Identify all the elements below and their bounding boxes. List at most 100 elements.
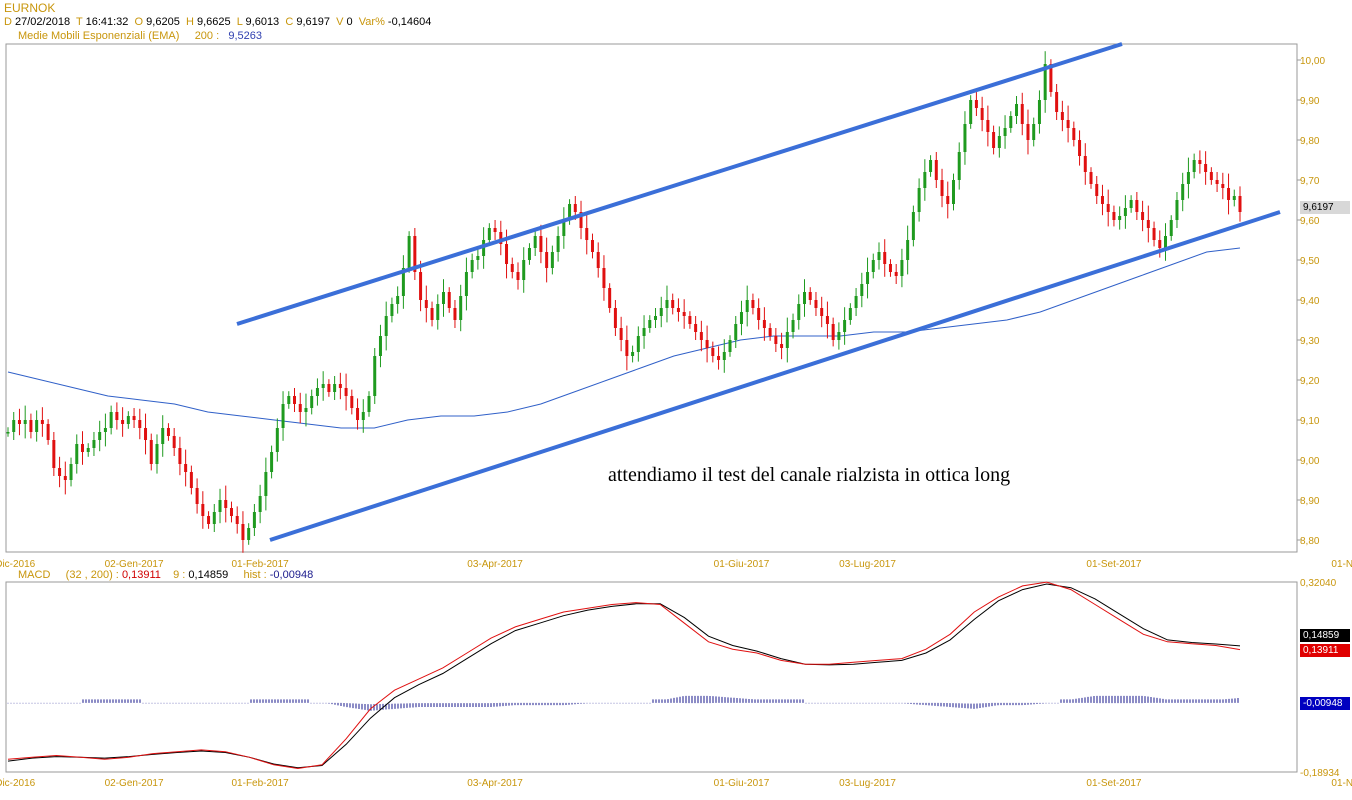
candle-body: [934, 160, 938, 180]
macd-panel: [5, 581, 1298, 773]
candle-body: [825, 316, 829, 324]
candle-body: [768, 328, 772, 336]
candle-body: [487, 228, 491, 240]
channel-lower-line: [269, 210, 1281, 542]
candle-body: [98, 432, 102, 440]
candle-body: [23, 420, 27, 424]
ema-label: Medie Mobili Esponenziali (EMA): [18, 30, 180, 42]
candle-body: [556, 236, 560, 252]
candle-body: [247, 528, 251, 540]
candle-body: [705, 340, 709, 348]
candle-body: [396, 296, 400, 304]
x-tick-label: 02-Gen-2017: [105, 559, 164, 570]
candle-body: [195, 488, 199, 504]
candle-body: [951, 180, 955, 204]
candle-body: [12, 420, 16, 432]
candle-body: [1049, 64, 1053, 92]
candle-body: [178, 448, 182, 464]
candle-body: [745, 300, 749, 312]
signal-line: [7, 583, 1241, 769]
candle-body: [527, 248, 531, 260]
candle-body: [338, 384, 342, 388]
candle-body: [522, 260, 526, 280]
x-tick-label: 01-Feb-2017: [231, 559, 289, 570]
candle-body: [92, 440, 96, 448]
candle-body: [212, 512, 216, 524]
volume-value: 0: [346, 16, 353, 28]
candle-body: [378, 336, 382, 356]
candle-body: [35, 420, 39, 432]
x-tick-label: 01-Set-2017: [1086, 559, 1141, 570]
candle-body: [424, 300, 428, 308]
candle-body: [940, 180, 944, 196]
ema-period: 200 :: [194, 30, 220, 42]
candle-body: [533, 236, 537, 248]
candle-body: [69, 464, 73, 480]
macd-legend: MACD (32 , 200) : 0,13911 9 : 0,14859 hi…: [18, 569, 313, 581]
candle-body: [573, 204, 577, 212]
candle-body: [1100, 196, 1104, 204]
var-key: Var%: [358, 16, 385, 28]
candle-body: [997, 136, 1001, 148]
candle-body: [739, 312, 743, 324]
candle-body: [837, 332, 841, 340]
candle-body: [631, 352, 635, 356]
candle-body: [459, 296, 463, 320]
candle-body: [441, 292, 445, 304]
candle-body: [808, 292, 812, 300]
candle-body: [648, 320, 652, 328]
volume-key: V: [336, 16, 344, 28]
candle-body: [613, 308, 617, 328]
candle-body: [717, 356, 721, 360]
candle-body: [270, 452, 274, 472]
candle-body: [980, 108, 984, 120]
candle-body: [596, 252, 600, 268]
y-tick-label: 9,90: [1300, 96, 1320, 107]
candle-body: [373, 356, 377, 396]
candle-body: [774, 336, 778, 344]
candle-body: [86, 448, 90, 452]
close-value: 9,6197: [296, 16, 330, 28]
candle-body: [676, 308, 680, 312]
date-key: D: [4, 16, 12, 28]
candle-body: [860, 284, 864, 296]
high-key: H: [185, 16, 194, 28]
candle-body: [843, 320, 847, 332]
candle-body: [149, 440, 153, 464]
candle-body: [688, 316, 692, 324]
candle-body: [166, 428, 170, 436]
open-key: O: [134, 16, 144, 28]
candle-body: [579, 212, 583, 228]
candle-body: [665, 300, 669, 308]
candle-body: [619, 328, 623, 340]
macd-label: MACD: [18, 569, 51, 581]
candle-body: [1112, 212, 1116, 220]
candle-body: [791, 320, 795, 332]
candle-body: [545, 252, 549, 268]
candle-body: [888, 264, 892, 272]
candle-body: [1186, 172, 1190, 184]
candle-body: [608, 288, 612, 308]
candle-body: [1209, 172, 1213, 180]
macd-value: 0,13911: [121, 569, 161, 581]
macd-badge: 0,13911: [1300, 644, 1350, 657]
candle-body: [350, 396, 354, 408]
candle-body: [121, 420, 125, 424]
ohlc-header: D 27/02/2018 T 16:41:32 O 9,6205 H 9,662…: [4, 16, 431, 28]
candle-body: [505, 244, 509, 264]
low-value: 9,6013: [245, 16, 280, 28]
candle-body: [562, 220, 566, 236]
candle-body: [1204, 164, 1208, 172]
candle-body: [1221, 184, 1225, 188]
candle-body: [161, 428, 165, 444]
candle-body: [894, 272, 898, 276]
candle-body: [1020, 104, 1024, 124]
candle-body: [986, 120, 990, 132]
candle-body: [906, 240, 910, 260]
y-tick-label: 10,00: [1300, 56, 1325, 67]
candle-body: [46, 424, 50, 440]
candle-body: [1055, 92, 1059, 112]
candle-body: [1118, 216, 1122, 220]
candle-body: [189, 472, 193, 488]
candle-body: [476, 256, 480, 260]
